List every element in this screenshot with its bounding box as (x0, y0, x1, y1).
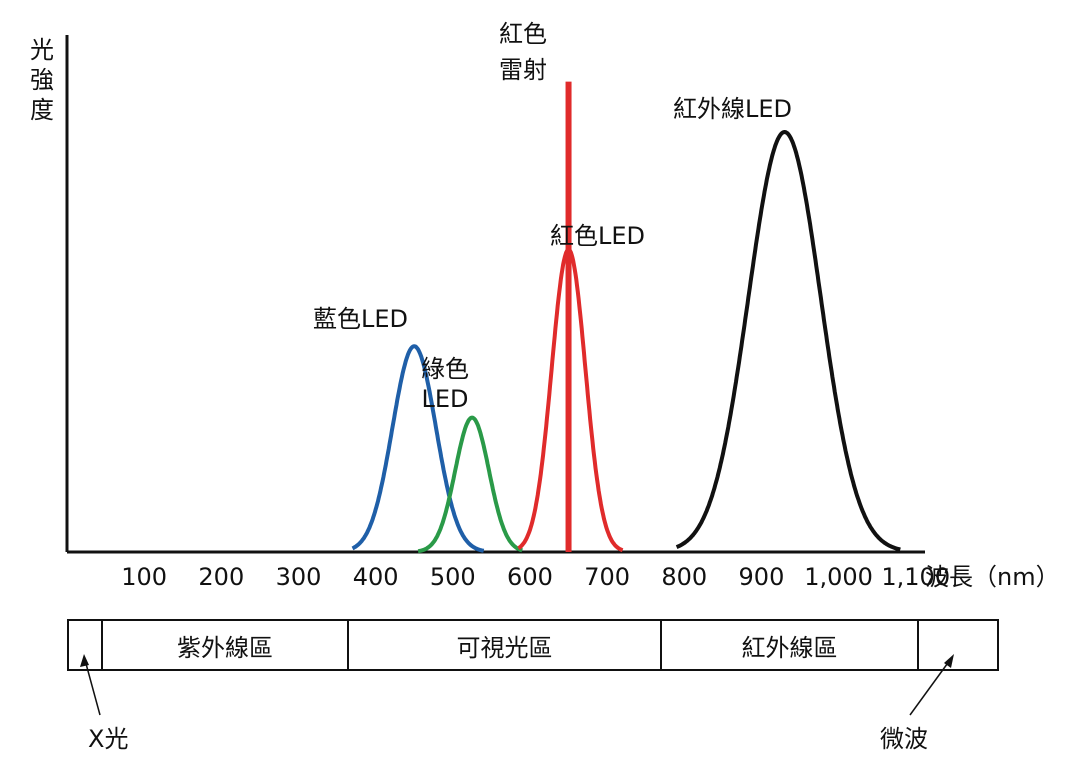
x-tick-label: 800 (661, 563, 708, 591)
x-tick-label: 1,000 (804, 563, 873, 591)
red-laser-label-line1: 紅色 (499, 20, 547, 48)
x-tick-label: 700 (584, 563, 631, 591)
y-axis-label-char-1: 光 (30, 36, 54, 64)
microwave-arrowhead (944, 654, 954, 668)
spectrum-region-bar: 紫外線區 可視光區 紅外線區 (67, 619, 999, 671)
x-tick-label: 1,100 (881, 563, 951, 591)
x-tick-label: 100 (121, 563, 168, 591)
green-led-label-line2: LED (421, 385, 469, 413)
xray-label: X光 (88, 725, 129, 753)
series-curves (351, 81, 902, 554)
region-ultraviolet: 紫外線區 (101, 621, 347, 669)
x-tick-label: 400 (352, 563, 399, 591)
red-laser-label-line2: 雷射 (499, 56, 547, 84)
x-tick-label: 500 (429, 563, 476, 591)
ir-led-label: 紅外線LED (673, 95, 793, 123)
green-led-label-line1: 綠色 (421, 355, 469, 383)
region-infrared: 紅外線區 (660, 621, 917, 669)
series-curve (351, 344, 485, 553)
microwave-label: 微波 (880, 725, 928, 753)
region-microwave (917, 621, 997, 669)
x-tick-label: 600 (507, 563, 553, 591)
region-visible: 可視光區 (347, 621, 660, 669)
y-axis-label-char-2: 強 (30, 66, 54, 94)
series-curve (675, 130, 902, 552)
region-xray (69, 621, 101, 669)
blue-led-label: 藍色LED (313, 305, 409, 333)
y-axis-label-char-3: 度 (30, 96, 54, 124)
x-tick-label: 300 (275, 563, 322, 591)
series-curve (416, 415, 524, 554)
x-axis-unit-label: 波長（nm） (925, 563, 1060, 591)
xray-arrowhead (80, 654, 89, 667)
red-led-label: 紅色LED (550, 222, 646, 250)
x-tick-label: 900 (738, 563, 785, 591)
x-tick-label: 200 (198, 563, 245, 591)
